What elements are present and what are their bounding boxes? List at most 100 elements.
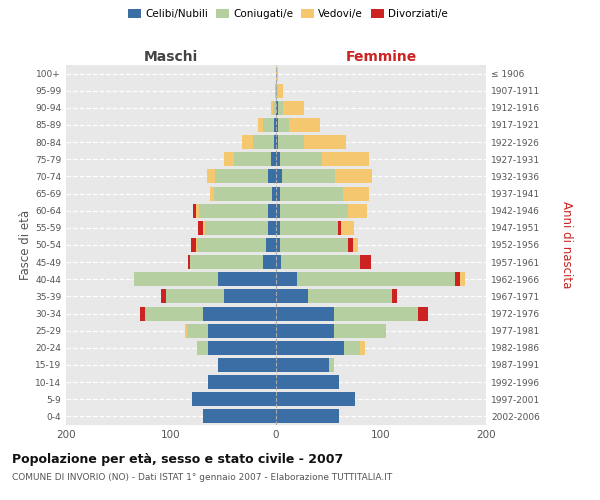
Bar (263, 255, 276, 269)
Bar (283, 101, 304, 115)
Bar (193, 204, 196, 218)
Bar (234, 152, 271, 166)
Bar (203, 306, 276, 320)
Bar (166, 290, 223, 304)
Bar (196, 204, 199, 218)
Bar (272, 186, 276, 200)
Bar (274, 118, 276, 132)
Bar (190, 255, 263, 269)
Bar (360, 341, 365, 355)
Bar (418, 306, 428, 320)
Bar (253, 135, 274, 149)
Legend: Celibi/Nubili, Coniugati/e, Vedovi/e, Divorziati/e: Celibi/Nubili, Coniugati/e, Vedovi/e, Di… (124, 5, 452, 24)
Bar (276, 392, 355, 406)
Bar (460, 272, 465, 286)
Bar (208, 324, 276, 338)
Text: Femmine: Femmine (346, 50, 416, 64)
Bar (335, 170, 371, 183)
Bar (192, 392, 276, 406)
Bar (276, 84, 278, 98)
Bar (341, 221, 354, 235)
Text: Maschi: Maschi (144, 50, 198, 64)
Bar (185, 324, 187, 338)
Bar (145, 306, 203, 320)
Bar (206, 170, 215, 183)
Bar (218, 358, 276, 372)
Bar (242, 135, 253, 149)
Bar (289, 118, 320, 132)
Bar (349, 204, 367, 218)
Bar (278, 118, 289, 132)
Bar (280, 221, 338, 235)
Bar (276, 66, 278, 80)
Bar (134, 272, 218, 286)
Bar (322, 152, 370, 166)
Bar (274, 135, 276, 149)
Y-axis label: Fasce di età: Fasce di età (19, 210, 32, 280)
Bar (349, 238, 353, 252)
Bar (140, 306, 145, 320)
Bar (265, 238, 276, 252)
Bar (203, 221, 205, 235)
Bar (455, 272, 460, 286)
Bar (258, 118, 263, 132)
Bar (304, 135, 346, 149)
Bar (276, 238, 280, 252)
Bar (268, 204, 276, 218)
Bar (161, 290, 166, 304)
Bar (280, 204, 349, 218)
Bar (223, 152, 234, 166)
Bar (187, 324, 208, 338)
Bar (276, 204, 280, 218)
Bar (208, 341, 276, 355)
Bar (276, 255, 281, 269)
Bar (276, 186, 280, 200)
Bar (191, 238, 196, 252)
Bar (218, 272, 276, 286)
Bar (353, 238, 358, 252)
Bar (271, 101, 273, 115)
Bar (273, 101, 276, 115)
Bar (276, 221, 280, 235)
Text: Popolazione per età, sesso e stato civile - 2007: Popolazione per età, sesso e stato civil… (12, 452, 343, 466)
Bar (343, 186, 370, 200)
Bar (276, 324, 334, 338)
Bar (308, 290, 392, 304)
Bar (203, 410, 276, 424)
Bar (276, 272, 297, 286)
Bar (278, 101, 283, 115)
Bar (276, 135, 278, 149)
Bar (360, 255, 371, 269)
Bar (297, 272, 455, 286)
Bar (280, 186, 343, 200)
Bar (276, 410, 339, 424)
Bar (276, 118, 278, 132)
Text: COMUNE DI INVORIO (NO) - Dati ISTAT 1° gennaio 2007 - Elaborazione TUTTITALIA.IT: COMUNE DI INVORIO (NO) - Dati ISTAT 1° g… (12, 472, 392, 482)
Bar (278, 84, 283, 98)
Bar (278, 135, 304, 149)
Bar (334, 306, 418, 320)
Bar (208, 375, 276, 389)
Bar (197, 341, 208, 355)
Bar (283, 170, 335, 183)
Bar (276, 375, 339, 389)
Bar (263, 118, 274, 132)
Bar (276, 101, 278, 115)
Bar (276, 341, 344, 355)
Bar (215, 170, 268, 183)
Bar (205, 221, 268, 235)
Bar (280, 152, 322, 166)
Bar (268, 221, 276, 235)
Bar (271, 152, 276, 166)
Bar (197, 238, 265, 252)
Bar (268, 170, 276, 183)
Bar (338, 221, 341, 235)
Bar (280, 238, 349, 252)
Bar (223, 290, 276, 304)
Bar (214, 186, 272, 200)
Bar (199, 204, 268, 218)
Y-axis label: Anni di nascita: Anni di nascita (560, 202, 572, 288)
Bar (210, 186, 214, 200)
Bar (281, 255, 360, 269)
Bar (276, 152, 280, 166)
